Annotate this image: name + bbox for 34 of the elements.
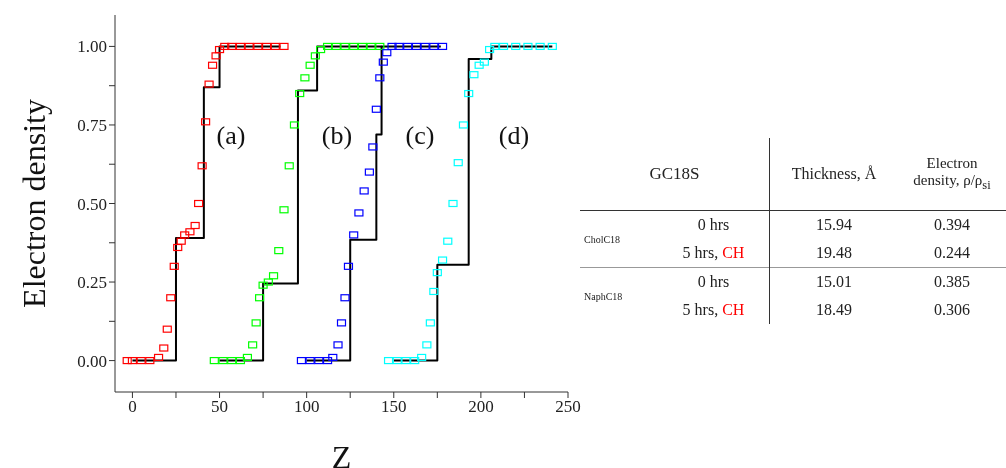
text: 0 hrs (658, 267, 770, 296)
x-tick-label: 150 (381, 397, 407, 417)
text: CholC18 (580, 210, 658, 268)
annotation: (c) (405, 120, 435, 150)
x-tick-label: 200 (468, 397, 494, 417)
text: 5 hrs, CH (658, 296, 770, 324)
text: 19.48 (815, 243, 853, 263)
text: 0.244 (933, 243, 971, 263)
x-tick-label: 50 (211, 397, 229, 417)
y-tick-label: 1.00 (77, 37, 107, 57)
y-tick-label: 0.25 (77, 273, 107, 293)
text: 15.94 (815, 215, 853, 235)
x-tick-label: 100 (293, 397, 320, 417)
y-axis-title: Electron density (16, 99, 53, 308)
text: 0.306 (933, 300, 971, 320)
text: GC18S (580, 138, 770, 211)
text: 0 hrs (658, 210, 770, 239)
annotation: (b) (321, 120, 353, 150)
y-tick-label: 0.50 (77, 194, 107, 214)
text: 0.385 (933, 272, 971, 292)
text: Electron density, ρ/ρ$_{si}$ (912, 154, 992, 194)
text: Thickness, Å (790, 164, 878, 184)
text: 18.49 (815, 300, 853, 320)
text: 15.01 (815, 272, 853, 292)
x-tick-label: 0 (128, 397, 137, 417)
annotation: (a) (216, 120, 246, 150)
text: NaphC18 (583, 289, 624, 304)
x-tick-label: 250 (555, 397, 581, 417)
y-tick-label: 0.75 (77, 115, 107, 135)
annotation: (d) (498, 120, 530, 150)
text: 5 hrs, CH (658, 239, 770, 268)
text: 0.394 (933, 215, 971, 235)
x-axis-title: Z (331, 439, 352, 468)
y-tick-label: 0.00 (77, 351, 107, 371)
